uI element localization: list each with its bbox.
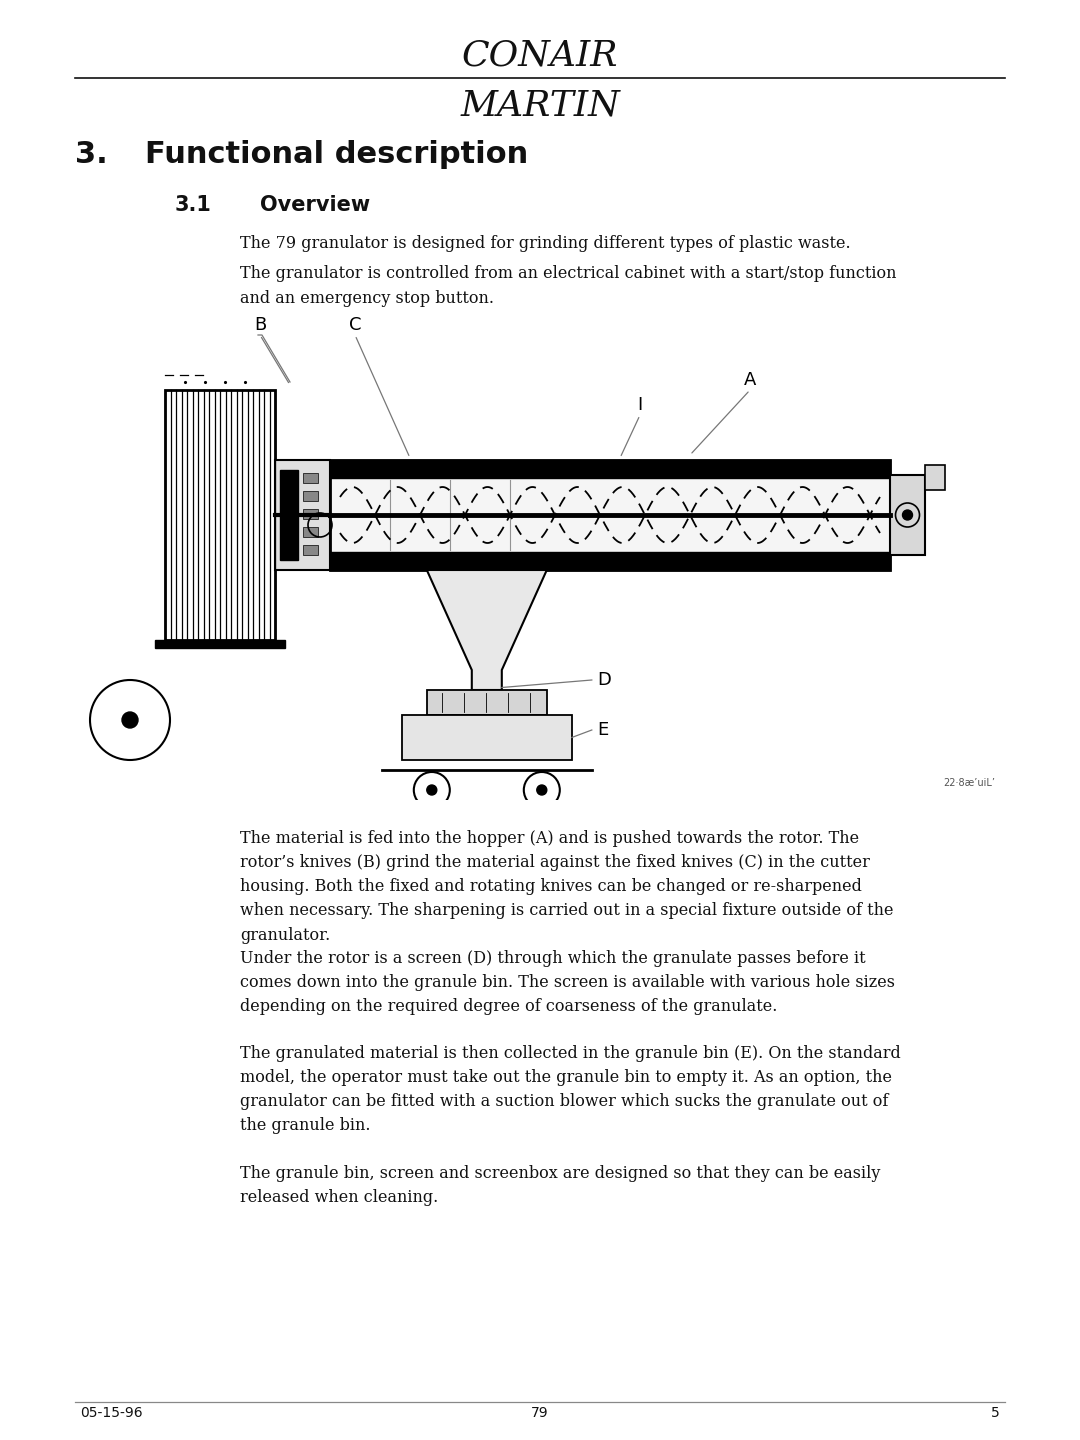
- Bar: [275, 459, 330, 570]
- Text: Functional description: Functional description: [145, 140, 528, 168]
- Text: C: C: [349, 315, 361, 334]
- Polygon shape: [427, 570, 546, 690]
- Text: The granulated material is then collected in the granule bin (E). On the standar: The granulated material is then collecte…: [240, 1045, 901, 1135]
- Bar: [330, 459, 890, 478]
- Text: 22·8æ’uiL’: 22·8æ’uiL’: [943, 778, 995, 788]
- Text: MARTIN: MARTIN: [460, 88, 620, 122]
- Text: I: I: [637, 396, 643, 415]
- Circle shape: [903, 510, 913, 520]
- Text: CONAIR: CONAIR: [462, 37, 618, 72]
- Bar: [303, 491, 318, 501]
- Bar: [427, 690, 546, 716]
- Circle shape: [122, 711, 138, 729]
- Text: 05-15-96: 05-15-96: [80, 1405, 143, 1420]
- Text: Under the rotor is a screen (D) through which the granulate passes before it
com: Under the rotor is a screen (D) through …: [240, 950, 895, 1015]
- Bar: [156, 639, 285, 648]
- Bar: [303, 472, 318, 482]
- Bar: [330, 459, 890, 570]
- Text: D: D: [597, 671, 610, 688]
- Text: E: E: [597, 721, 608, 739]
- Text: A: A: [744, 372, 756, 389]
- Text: The granule bin, screen and screenbox are designed so that they can be easily
re: The granule bin, screen and screenbox ar…: [240, 1165, 880, 1207]
- Text: B: B: [254, 315, 266, 334]
- Bar: [890, 475, 924, 554]
- Bar: [303, 527, 318, 537]
- Bar: [303, 544, 318, 554]
- Circle shape: [427, 785, 436, 795]
- Bar: [924, 465, 945, 490]
- Text: 79: 79: [531, 1405, 549, 1420]
- Text: 3.1: 3.1: [175, 194, 212, 215]
- Text: The 79 granulator is designed for grinding different types of plastic waste.: The 79 granulator is designed for grindi…: [240, 235, 851, 252]
- Bar: [280, 469, 298, 560]
- Circle shape: [537, 785, 546, 795]
- Text: The material is fed into the hopper (A) and is pushed towards the rotor. The
rot: The material is fed into the hopper (A) …: [240, 829, 893, 943]
- Bar: [165, 390, 275, 639]
- Bar: [303, 508, 318, 518]
- Text: 3.: 3.: [75, 140, 108, 168]
- Text: Overview: Overview: [260, 194, 370, 215]
- Bar: [402, 716, 571, 760]
- Text: The granulator is controlled from an electrical cabinet with a start/stop functi: The granulator is controlled from an ele…: [240, 265, 896, 307]
- Text: 5: 5: [991, 1405, 1000, 1420]
- Bar: [330, 552, 890, 570]
